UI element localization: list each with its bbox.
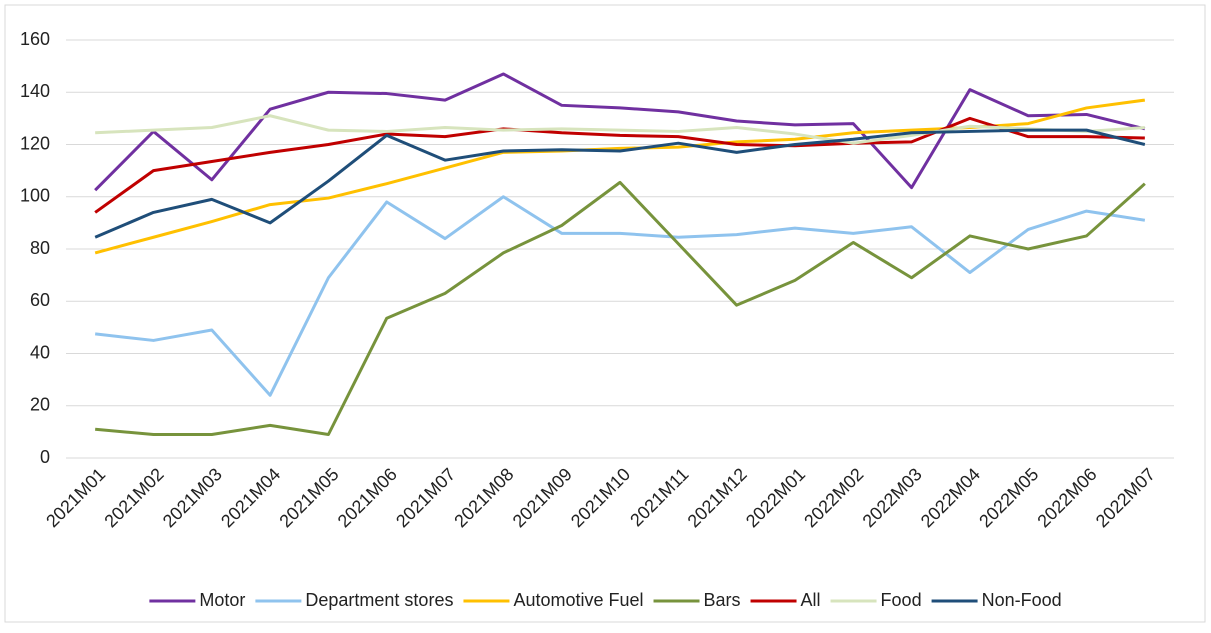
legend-label: Bars <box>704 590 741 610</box>
y-tick-label: 0 <box>40 447 50 467</box>
y-tick-label: 120 <box>20 133 50 153</box>
legend-label: Motor <box>199 590 245 610</box>
y-tick-label: 160 <box>20 29 50 49</box>
y-tick-label: 80 <box>30 238 50 258</box>
series-line <box>94 128 1146 239</box>
y-tick-label: 140 <box>20 81 50 101</box>
series-line <box>95 114 1145 145</box>
series-line <box>94 116 1145 214</box>
chart-border <box>4 4 1206 623</box>
y-tick-label: 60 <box>30 290 50 310</box>
y-tick-label: 20 <box>30 395 50 415</box>
legend-label: Department stores <box>305 590 453 610</box>
series-line <box>95 180 1146 436</box>
y-tick-label: 100 <box>20 186 50 206</box>
legend-label: Non-Food <box>982 590 1062 610</box>
legend-label: All <box>801 590 821 610</box>
legend-label: Automotive Fuel <box>513 590 643 610</box>
series-line <box>94 195 1146 397</box>
series-line <box>94 72 1146 192</box>
legend-label: Food <box>881 590 922 610</box>
y-tick-label: 40 <box>30 342 50 362</box>
